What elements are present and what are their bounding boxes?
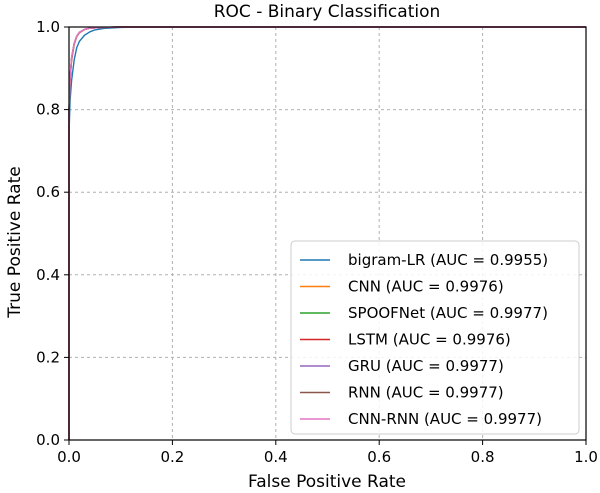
plot-frame	[68, 26, 587, 441]
legend-label-6: CNN-RNN (AUC = 0.9977)	[348, 410, 542, 428]
y-tick-label: 0.0	[36, 431, 60, 449]
legend-label-4: GRU (AUC = 0.9977)	[348, 357, 504, 375]
y-tick-label: 0.2	[36, 348, 60, 366]
x-axis-label: False Positive Rate	[248, 472, 406, 492]
y-tick-label: 0.8	[36, 101, 60, 119]
y-tick-label: 1.0	[36, 18, 60, 36]
chart-title: ROC - Binary Classification	[214, 2, 441, 22]
x-tick-label: 0.0	[57, 448, 81, 466]
tick-layer: 0.0 0.2 0.4 0.6 0.8 1.0 0.0 0.2 0.4 0.6 0.8 1.0	[36, 18, 598, 466]
legend-label-1: CNN (AUC = 0.9976)	[348, 278, 504, 296]
legend-box	[290, 240, 580, 435]
legend-label-3: LSTM (AUC = 0.9976)	[348, 331, 511, 349]
legend-label-5: RNN (AUC = 0.9977)	[348, 384, 504, 402]
legend-label-0: bigram-LR (AUC = 0.9955)	[348, 251, 548, 269]
legend-label-2: SPOOFNet (AUC = 0.9977)	[348, 304, 548, 322]
legend: bigram-LR (AUC = 0.9955) CNN (AUC = 0.997…	[290, 240, 580, 435]
y-tick-label: 0.4	[36, 266, 60, 284]
x-tick-label: 0.2	[160, 448, 184, 466]
x-tick-label: 0.6	[367, 448, 391, 466]
x-tick-label: 1.0	[574, 448, 598, 466]
x-tick-label: 0.8	[471, 448, 495, 466]
x-tick-label: 0.4	[264, 448, 288, 466]
y-tick-label: 0.6	[36, 183, 60, 201]
y-axis-label: True Positive Rate	[5, 166, 25, 318]
